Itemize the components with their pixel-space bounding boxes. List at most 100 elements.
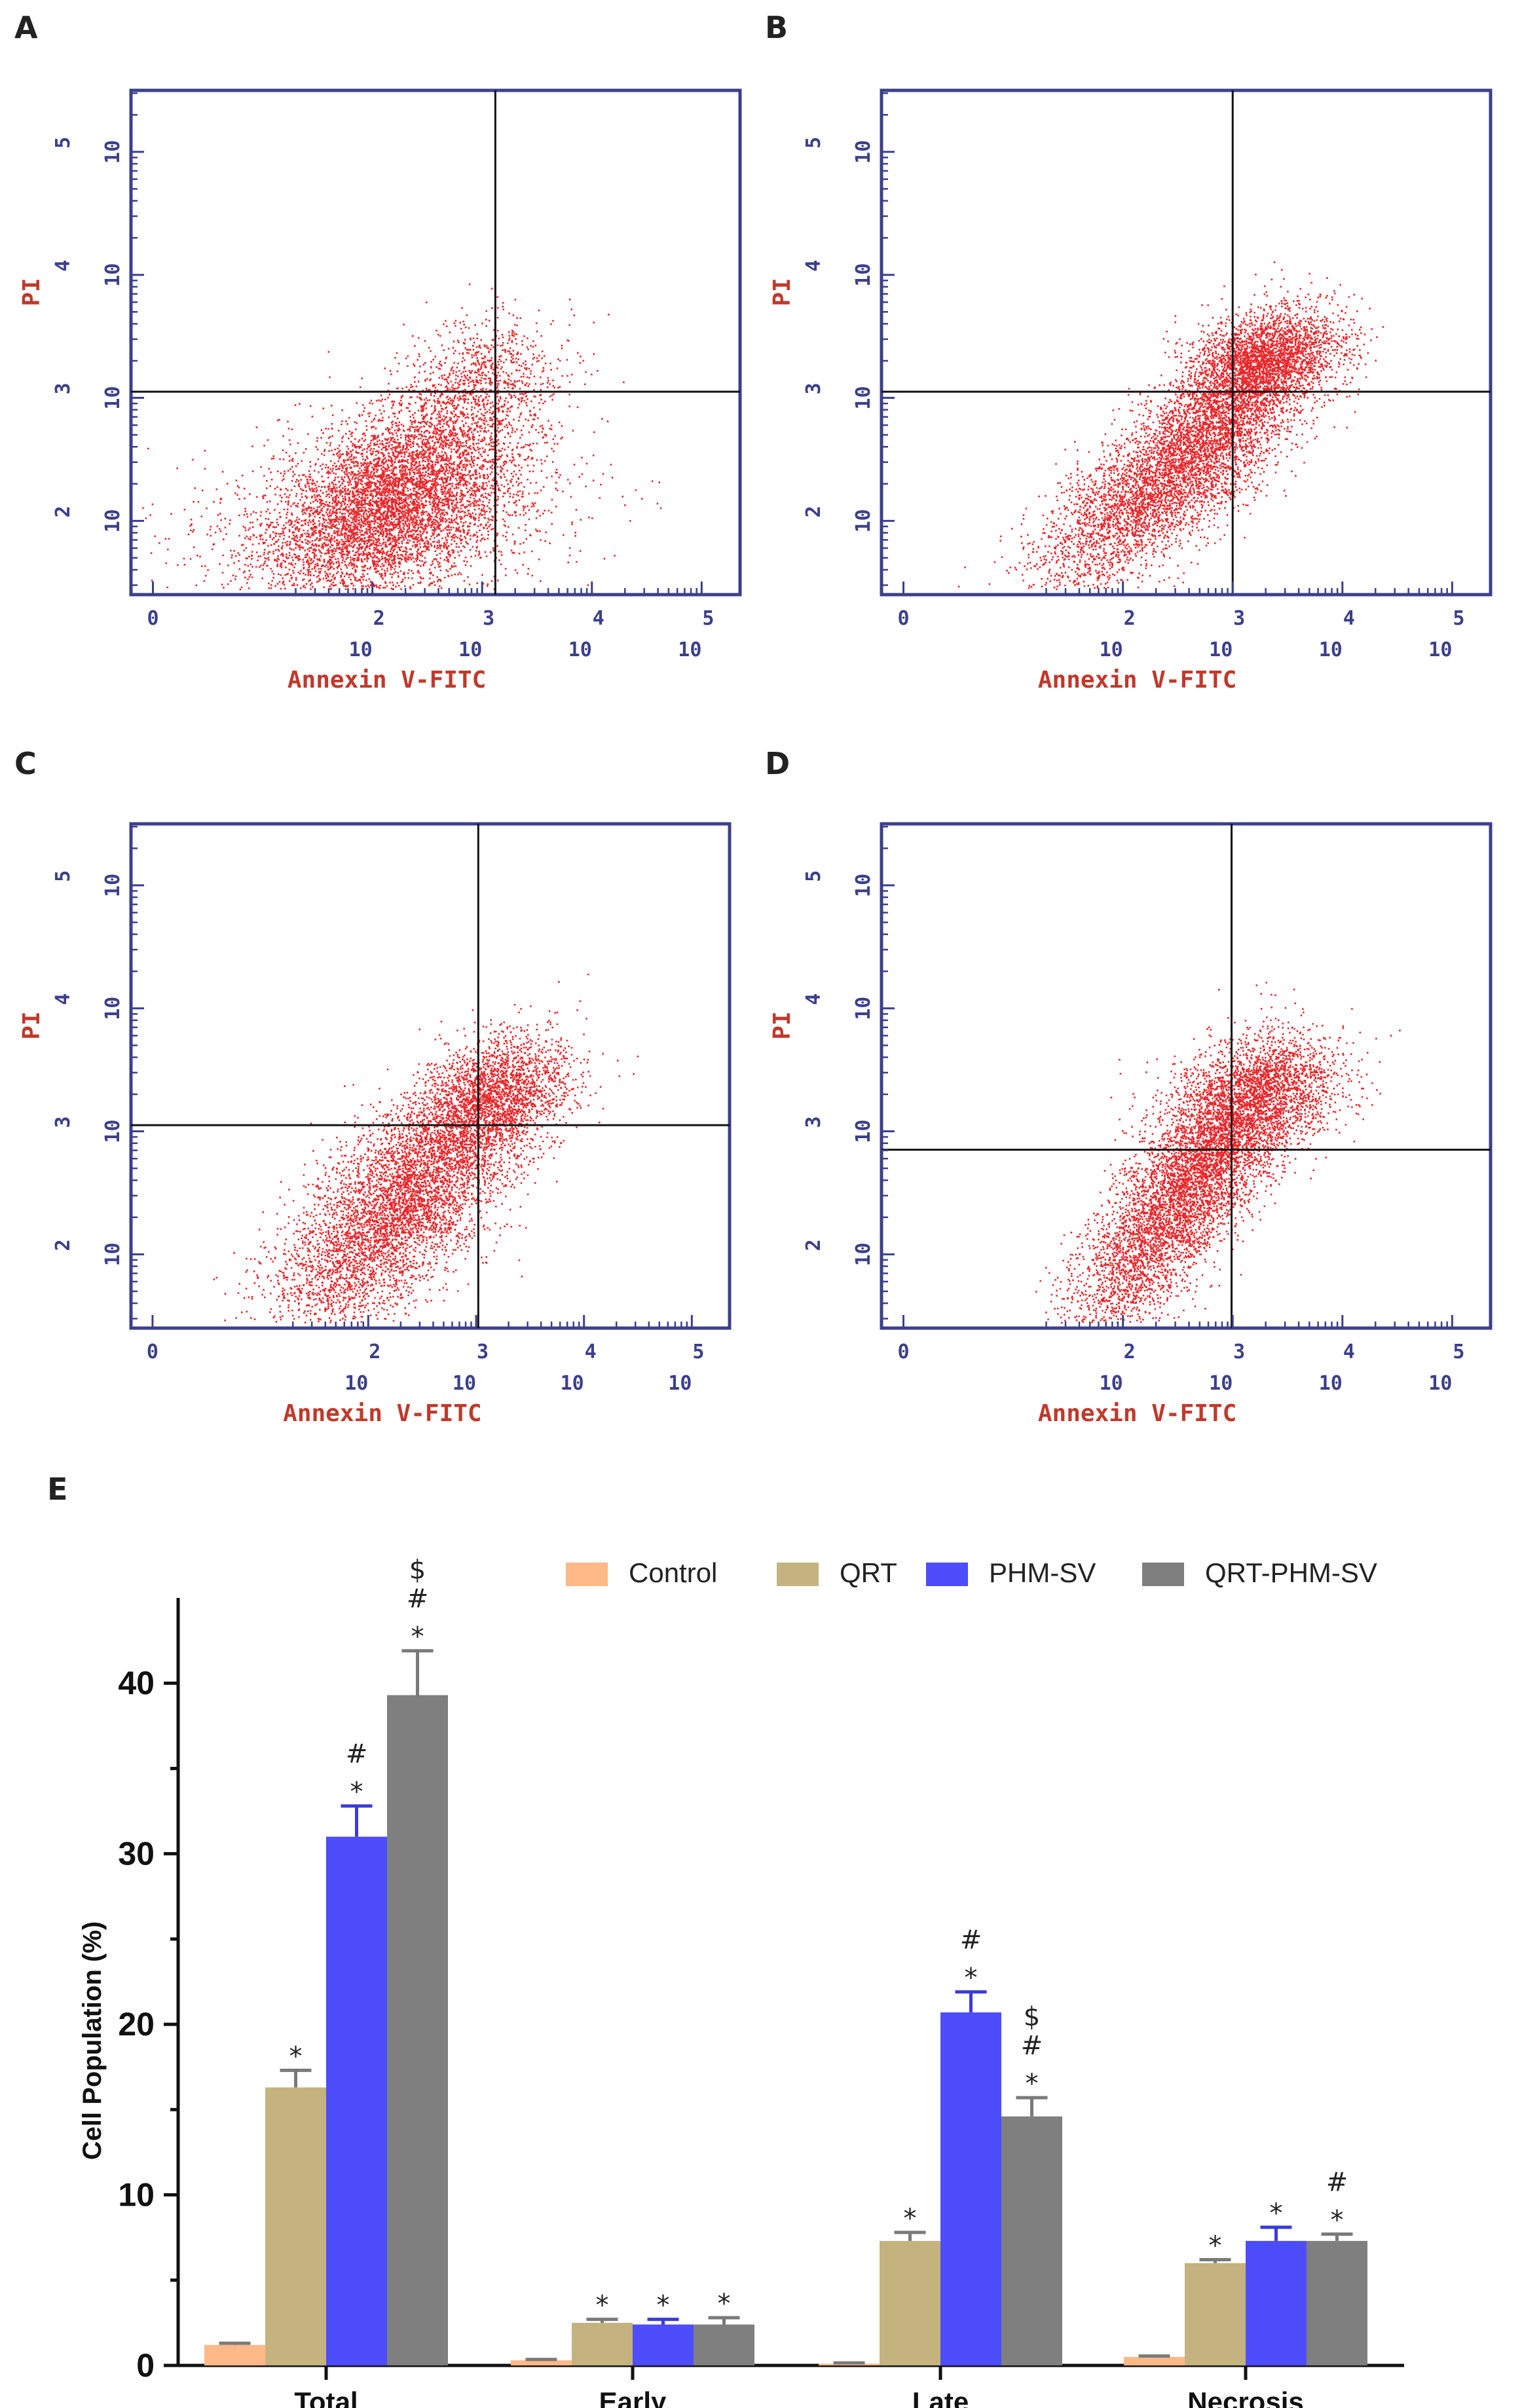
legend-swatch	[1142, 1563, 1184, 1586]
x-tick-base: 10	[568, 639, 592, 661]
bar-qrt-phm-sv-total	[387, 1695, 448, 2365]
x-tick-base: 10	[678, 639, 701, 661]
y-axis-title: PI	[769, 278, 796, 306]
category-label: Necrosis	[1187, 2386, 1303, 2408]
significance-mark: #	[407, 1584, 429, 1614]
x-tick-label: 0	[147, 607, 158, 630]
bar-qrt-necrosis	[1185, 2263, 1246, 2365]
significance-mark: $	[1024, 2002, 1040, 2032]
y-tick-label: 10 4	[802, 993, 875, 1020]
y-tick-exponent: 4	[802, 993, 825, 1005]
y-tick-label: 10 5	[802, 870, 875, 897]
legend-label: PHM-SV	[989, 1557, 1096, 1588]
y-tick-label: 10	[118, 2177, 155, 2214]
y-tick-base: 10	[102, 1242, 124, 1266]
y-tick-label: 10 5	[802, 137, 875, 164]
y-tick-label: 10 2	[52, 1239, 124, 1266]
y-tick-exponent: 4	[802, 260, 825, 272]
bar-qrt-phm-sv-early	[694, 2324, 754, 2365]
y-tick-base: 10	[102, 263, 124, 287]
legend-swatch	[566, 1563, 608, 1586]
significance-mark: #	[346, 1739, 368, 1769]
x-tick-base: 10	[1209, 1372, 1233, 1395]
panel-letter: D	[765, 746, 790, 781]
panel-letter: B	[765, 10, 788, 45]
panel-letter: E	[47, 1472, 67, 1507]
bar-control-total	[204, 2344, 265, 2365]
panel-letter: C	[14, 746, 37, 781]
x-tick-base: 10	[453, 1372, 476, 1395]
y-tick-label: 10 3	[802, 382, 875, 409]
plot-frame	[880, 88, 1493, 597]
y-axis-label-text: PI	[769, 278, 796, 306]
x-tick-exponent: 3	[477, 1341, 489, 1363]
y-tick-exponent: 5	[52, 870, 75, 882]
significance-mark: *	[1270, 2198, 1283, 2229]
y-tick-exponent: 2	[802, 506, 825, 517]
significance-mark: *	[1026, 2069, 1039, 2099]
significance-mark: *	[350, 1777, 363, 1807]
significance-mark: *	[596, 2291, 609, 2321]
x-tick-label: 0	[147, 1341, 158, 1363]
y-tick-exponent: 2	[802, 1239, 825, 1251]
y-axis-title: PI	[769, 1011, 796, 1039]
legend-swatch	[926, 1563, 968, 1586]
x-tick-exponent: 2	[373, 607, 385, 630]
x-tick-exponent: 3	[483, 607, 494, 630]
x-tick-exponent: 4	[1343, 1341, 1355, 1363]
x-tick-exponent: 5	[692, 1341, 704, 1363]
significance-mark: $	[409, 1555, 426, 1585]
plot-frame	[129, 88, 742, 597]
bar-qrt-phm-sv-late	[1001, 2116, 1062, 2365]
significance-mark: #	[1021, 2031, 1043, 2061]
y-tick-exponent: 5	[802, 870, 825, 882]
y-tick-label: 40	[118, 1665, 155, 1701]
bar-qrt-phm-sv-necrosis	[1307, 2240, 1367, 2365]
y-tick-label: 30	[118, 1836, 155, 1872]
x-tick-label: 0	[897, 607, 909, 630]
y-axis-label-text: Cell Population (%)	[78, 1921, 107, 2160]
y-tick-base: 10	[852, 1119, 875, 1143]
x-axis-title: Annexin V-FITC	[1038, 667, 1236, 694]
y-tick-base: 10	[852, 1242, 875, 1266]
x-tick-exponent: 4	[1343, 607, 1355, 630]
y-axis-label-text: PI	[18, 1011, 45, 1039]
y-tick-base: 10	[852, 386, 875, 409]
y-tick-base: 10	[102, 140, 124, 164]
y-tick-label: 10 4	[52, 993, 124, 1020]
y-tick-base: 10	[102, 997, 124, 1020]
x-tick-exponent: 4	[585, 1341, 597, 1363]
bar-control-early	[511, 2360, 572, 2365]
significance-mark: *	[1209, 2231, 1222, 2261]
x-tick-base: 10	[458, 639, 482, 661]
legend-swatch	[777, 1563, 819, 1586]
x-tick-exponent: 2	[369, 1341, 380, 1363]
y-tick-base: 10	[852, 874, 875, 897]
y-tick-base: 10	[102, 874, 124, 897]
x-tick-exponent: 2	[1124, 1341, 1136, 1363]
y-tick-label: 10 2	[802, 506, 875, 532]
y-axis-label-text: PI	[769, 1011, 796, 1039]
y-tick-exponent: 5	[802, 137, 825, 149]
y-axis-title: Cell Population (%)	[78, 1921, 107, 2160]
y-axis-title: PI	[18, 1011, 45, 1039]
event-dots	[957, 261, 1384, 591]
legend-label: QRT-PHM-SV	[1205, 1557, 1377, 1588]
legend-item-qrt: QRT	[777, 1557, 897, 1588]
x-tick-base: 10	[1428, 639, 1452, 661]
x-tick-base: 10	[1100, 1372, 1123, 1395]
x-tick-exponent: 5	[702, 607, 714, 630]
panel-letter: A	[14, 10, 38, 45]
legend-item-phm-sv: PHM-SV	[926, 1557, 1096, 1588]
x-tick-exponent: 3	[1233, 607, 1245, 630]
y-tick-label: 10 2	[52, 506, 124, 532]
x-tick-base: 10	[344, 1372, 368, 1395]
y-tick-exponent: 3	[52, 382, 75, 394]
category-label: Early	[599, 2386, 667, 2408]
y-tick-label: 10 3	[52, 382, 124, 409]
y-tick-base: 10	[852, 140, 875, 164]
legend-item-qrt-phm-sv: QRT-PHM-SV	[1142, 1557, 1377, 1588]
